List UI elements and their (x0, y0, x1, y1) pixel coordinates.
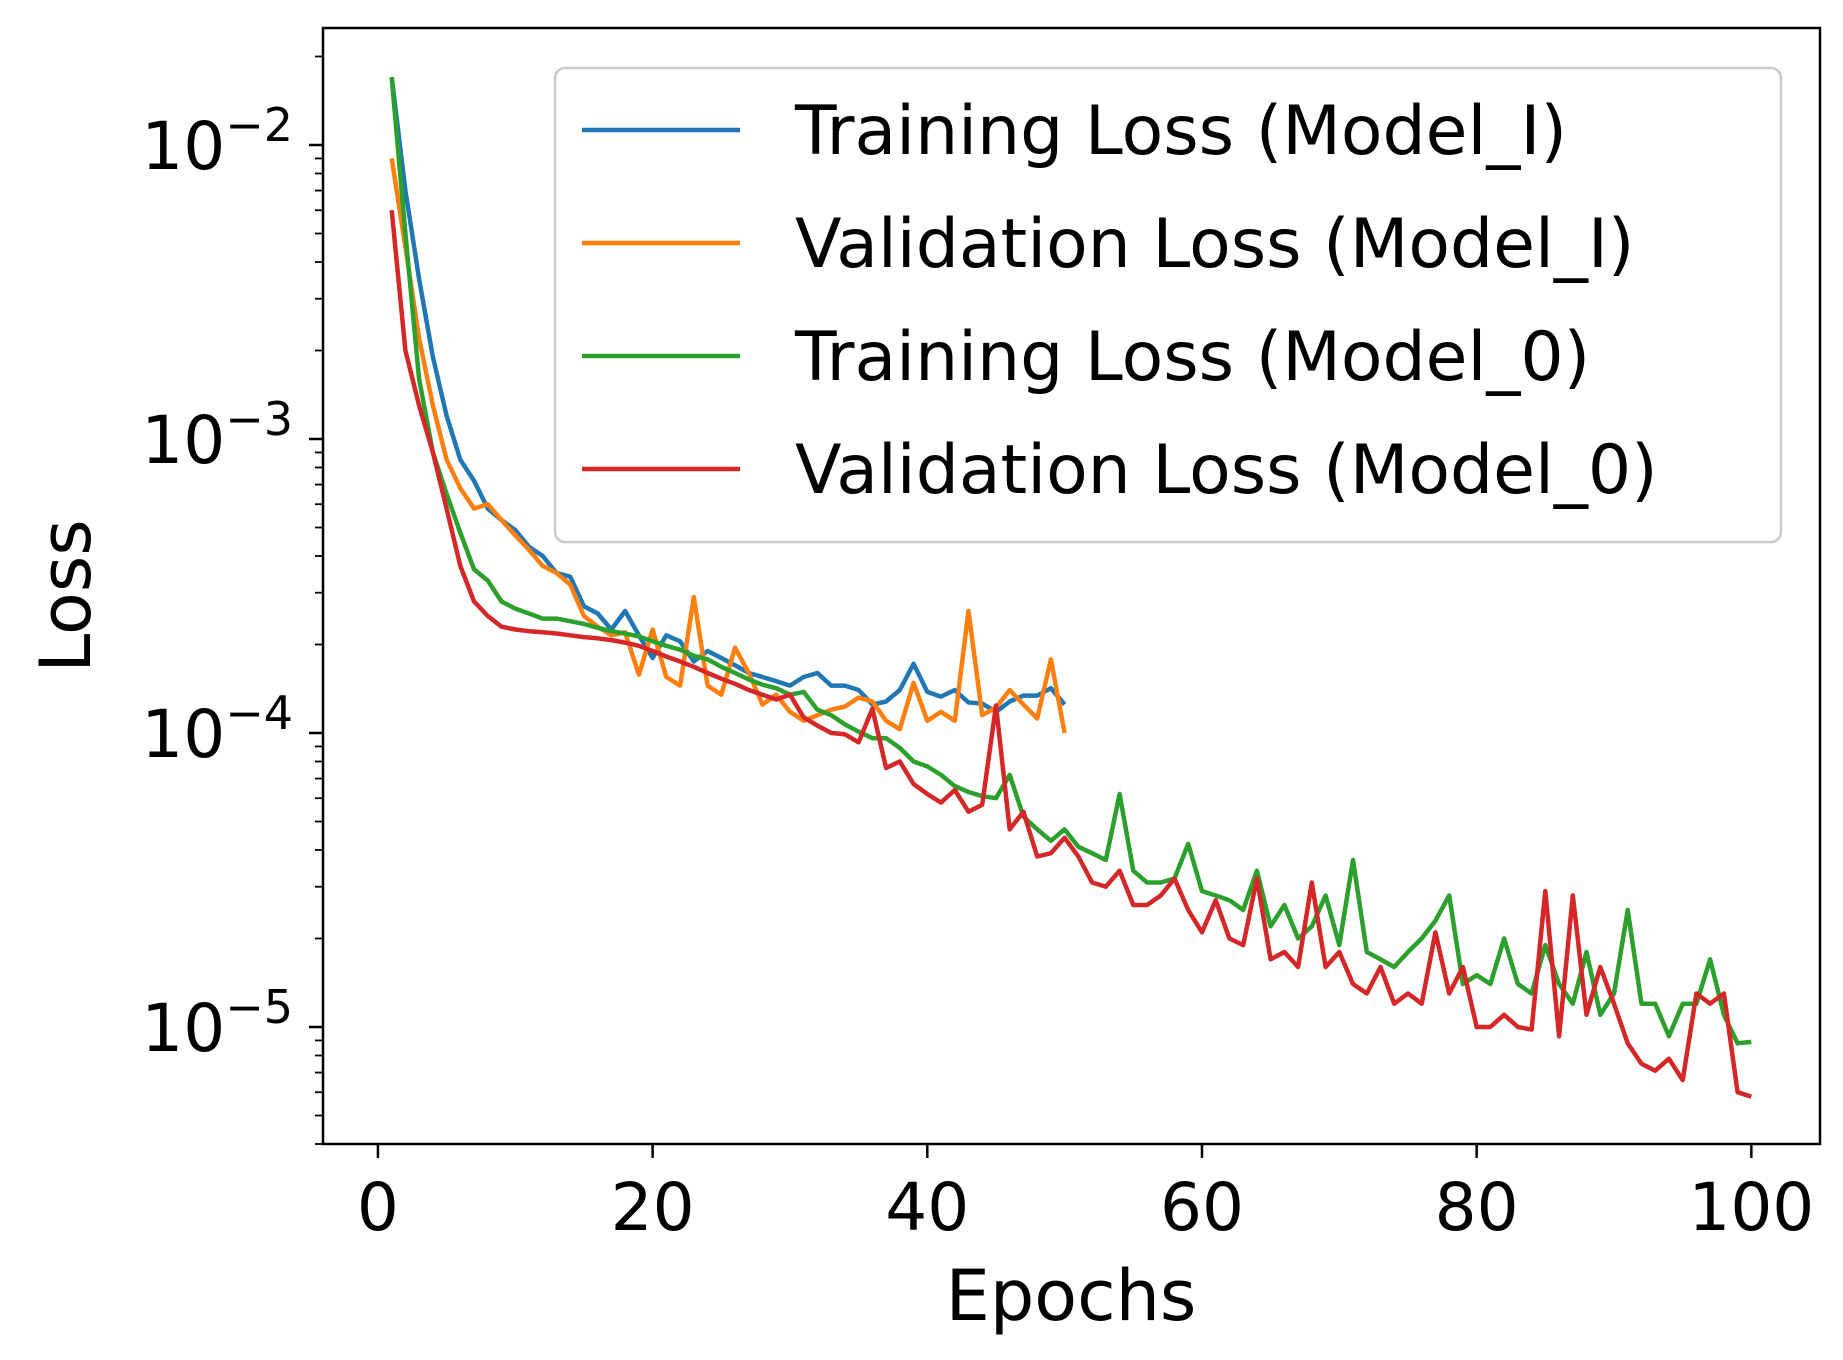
legend-box (553, 66, 1783, 544)
plot-frame (321, 26, 1822, 1146)
series-line-3 (389, 77, 1752, 1046)
y-tick-label: 10−3 (141, 392, 293, 479)
y-tick-label: 10−5 (141, 980, 293, 1067)
x-tick-label: 100 (1688, 1169, 1814, 1246)
x-tick-label: 20 (611, 1169, 695, 1246)
series-layer (389, 76, 1752, 1099)
x-tick-label: 40 (885, 1169, 969, 1246)
x-tick-label: 80 (1435, 1169, 1519, 1246)
y-tick-label: 10−4 (141, 686, 293, 773)
x-tick-label: 0 (357, 1169, 399, 1246)
y-tick-label: 10−2 (141, 98, 293, 185)
series-line-4 (389, 209, 1752, 1099)
x-tick-label: 60 (1160, 1169, 1244, 1246)
legend: Training Loss (Model_I) Validation Loss (… (553, 66, 1783, 544)
legend-label: Validation Loss (Model_I) (795, 205, 1634, 284)
legend-label: Validation Loss (Model_0) (795, 431, 1658, 510)
legend-label: Training Loss (Model_I) (794, 92, 1567, 171)
y-axis-title: Loss (25, 519, 107, 673)
x-axis-title: Epochs (946, 1255, 1197, 1337)
x-axis-ticks: 0 20 40 60 80 100 (357, 1144, 1814, 1246)
legend-label: Training Loss (Model_0) (794, 318, 1590, 397)
y-axis-ticks: 10−2 10−3 10−4 10−5 (141, 98, 323, 1067)
y-minor-ticks (315, 55, 323, 1145)
